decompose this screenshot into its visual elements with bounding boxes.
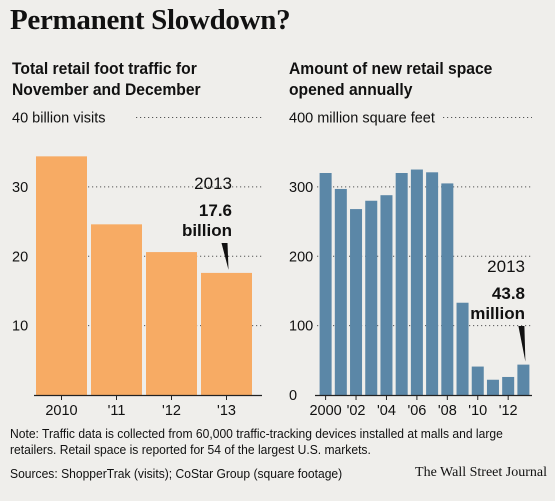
right-title-line-2: opened annually bbox=[289, 80, 413, 99]
left-annotation-value: 17.6 bbox=[199, 201, 232, 220]
left-ytick-1: 20 bbox=[12, 249, 28, 265]
right-bar-13 bbox=[517, 364, 530, 395]
footnote-line-1: Note: Traffic data is collected from 60,… bbox=[10, 426, 503, 441]
right-chart: 400 million square feet 0 100 200 300 2000 '02… bbox=[289, 111, 532, 419]
right-xlabel-1: '02 bbox=[347, 403, 366, 419]
right-bar-1 bbox=[334, 188, 347, 395]
left-title-line-2: November and December bbox=[12, 80, 201, 99]
right-bar-2 bbox=[350, 209, 363, 395]
left-bar-2 bbox=[146, 252, 197, 395]
right-ytick-2: 200 bbox=[289, 249, 313, 265]
left-ytick-2: 30 bbox=[12, 180, 28, 196]
credit: The Wall Street Journal bbox=[415, 465, 547, 480]
left-xlabel-0: 2010 bbox=[45, 403, 77, 419]
right-xlabel-5: '10 bbox=[468, 403, 487, 419]
right-xlabel-6: '12 bbox=[499, 403, 518, 419]
right-bar-9 bbox=[456, 302, 469, 395]
right-ytick-3: 300 bbox=[289, 180, 313, 196]
left-annotation-pointer bbox=[221, 243, 229, 270]
right-bar-10 bbox=[471, 366, 484, 395]
right-bar-6 bbox=[410, 169, 423, 395]
footnote: Note: Traffic data is collected from 60,… bbox=[10, 426, 512, 458]
chart-title: Permanent Slowdown? bbox=[10, 4, 291, 36]
right-bar-8 bbox=[441, 183, 454, 395]
right-xlabel-0: 2000 bbox=[309, 403, 341, 419]
right-title-line-1: Amount of new retail space bbox=[289, 59, 493, 78]
left-annotation-year: 2013 bbox=[194, 174, 232, 193]
right-annotation-unit: million bbox=[470, 304, 525, 323]
left-bar-1 bbox=[91, 224, 142, 395]
right-bar-3 bbox=[365, 200, 378, 395]
right-annotation-value: 43.8 bbox=[492, 284, 525, 303]
right-xlabel-4: '08 bbox=[438, 403, 457, 419]
right-ytick-1: 100 bbox=[289, 319, 313, 335]
right-bar-7 bbox=[426, 172, 439, 395]
right-bar-0 bbox=[319, 173, 332, 395]
footnote-line-2: retailers. Retail space is reported for … bbox=[10, 442, 371, 457]
left-top-label: 40 billion visits bbox=[12, 111, 106, 127]
left-ytick-0: 10 bbox=[12, 319, 28, 335]
left-xlabel-1: '11 bbox=[108, 403, 126, 419]
left-title-line-1: Total retail foot traffic for bbox=[12, 59, 197, 78]
left-annotation-unit: billion bbox=[182, 221, 232, 240]
right-top-label: 400 million square feet bbox=[289, 111, 435, 127]
right-bar-5 bbox=[395, 173, 408, 395]
right-annotation-year: 2013 bbox=[487, 257, 525, 276]
right-bar-12 bbox=[502, 376, 515, 395]
left-xlabel-2: '12 bbox=[162, 403, 181, 419]
right-bar-4 bbox=[380, 195, 393, 395]
right-ytick-0: 0 bbox=[289, 388, 297, 404]
left-chart-title: Total retail foot traffic for November a… bbox=[12, 58, 251, 100]
right-annotation-pointer bbox=[518, 326, 526, 362]
right-bar-11 bbox=[486, 379, 499, 395]
right-xlabel-2: '04 bbox=[377, 403, 396, 419]
left-bar-3 bbox=[201, 272, 252, 395]
right-chart-title: Amount of new retail space opened annual… bbox=[289, 58, 537, 100]
left-xlabel-3: '13 bbox=[217, 403, 236, 419]
sources: Sources: ShopperTrak (visits); CoStar Gr… bbox=[10, 466, 343, 481]
left-bar-0 bbox=[36, 156, 87, 395]
right-xlabel-3: '06 bbox=[407, 403, 426, 419]
left-chart: 40 billion visits 10 20 30 2010 '11 '12 '13 2013… bbox=[12, 111, 262, 419]
